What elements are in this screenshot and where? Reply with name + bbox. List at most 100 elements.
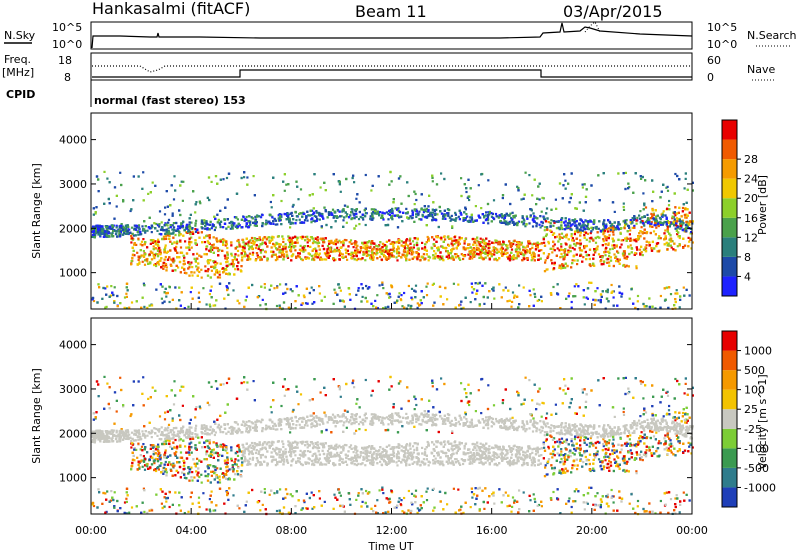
power-cell — [199, 202, 202, 205]
power-cell — [607, 242, 610, 245]
power-cell — [339, 299, 342, 303]
power-cell — [605, 223, 608, 226]
power-cell — [674, 292, 677, 295]
power-cell — [335, 238, 338, 241]
power-cell — [500, 249, 503, 252]
power-cell — [433, 238, 436, 241]
power-cell — [675, 289, 678, 292]
power-cell — [594, 241, 598, 244]
power-cell — [659, 294, 662, 298]
power-cell — [586, 232, 589, 235]
power-cell — [497, 240, 500, 243]
power-cell — [457, 283, 460, 286]
power-cell — [578, 201, 581, 204]
power-cell — [629, 237, 632, 240]
power-cell — [206, 227, 209, 230]
power-cell — [343, 238, 346, 242]
power-cell — [158, 210, 162, 213]
power-cell — [427, 237, 430, 240]
nsearch-tick-bottom: 10^0 — [707, 38, 737, 51]
power-cell — [623, 227, 626, 230]
power-cell — [684, 177, 687, 180]
power-cell — [640, 226, 643, 229]
power-cell — [155, 222, 158, 226]
power-cell — [658, 216, 661, 219]
power-cell — [421, 241, 424, 244]
power-cell — [613, 253, 616, 256]
station-title: Hankasalmi (fitACF) — [92, 0, 250, 18]
power-cell — [290, 245, 293, 249]
power-cell — [678, 236, 681, 240]
power-cell — [323, 258, 326, 261]
power-cell — [276, 223, 279, 226]
power-cell — [136, 230, 139, 233]
power-cell — [247, 244, 250, 247]
power-cell — [590, 281, 593, 284]
power-cell — [434, 257, 437, 260]
power-cell — [506, 244, 509, 247]
power-cell — [213, 228, 216, 232]
power-cell — [689, 220, 692, 223]
power-cell — [370, 258, 373, 261]
power-cell — [515, 243, 518, 246]
power-cell — [143, 220, 146, 223]
power-cell — [538, 223, 541, 226]
power-cell — [501, 216, 504, 219]
power-cell — [427, 205, 430, 208]
power-cell — [644, 220, 647, 223]
power-cell — [228, 221, 231, 225]
power-cell — [177, 266, 180, 269]
power-cell — [204, 265, 207, 268]
power-cell — [546, 256, 549, 260]
power-cell — [633, 216, 636, 219]
power-cell — [669, 293, 673, 296]
power-cell — [97, 283, 100, 286]
power-cell — [474, 254, 477, 257]
power-cell — [327, 212, 331, 215]
power-cell — [603, 260, 606, 263]
power-cell — [193, 271, 196, 274]
power-cell — [263, 255, 266, 258]
power-cell — [535, 242, 538, 245]
power-cell — [384, 250, 388, 253]
power-cell — [437, 246, 440, 249]
power-cell — [191, 266, 194, 269]
power-cell — [655, 220, 659, 223]
power-cell — [135, 300, 138, 303]
power-cell — [666, 229, 669, 232]
power-cell — [314, 256, 317, 259]
power-cell — [583, 183, 586, 186]
power-cell — [319, 186, 322, 189]
power-cell — [613, 246, 616, 249]
power-cell — [462, 306, 465, 309]
power-cell — [341, 210, 344, 213]
power-cell — [361, 295, 364, 298]
power-cell — [618, 285, 621, 288]
power-cell — [508, 214, 511, 217]
power-cell — [154, 263, 157, 266]
power-cell — [478, 304, 481, 307]
power-cell — [113, 217, 116, 220]
power-cell — [212, 243, 215, 246]
power-cell — [310, 214, 313, 217]
power-scatter — [91, 170, 694, 311]
power-cell — [352, 246, 355, 249]
power-cell — [628, 297, 631, 300]
power-cell — [666, 189, 670, 192]
power-cell — [207, 261, 210, 265]
power-cell — [143, 263, 147, 266]
power-cell — [615, 245, 618, 248]
nsky-trace — [91, 22, 693, 49]
power-cell — [598, 236, 601, 239]
power-cell — [409, 306, 412, 309]
power-cell — [453, 242, 456, 246]
power-cell — [469, 301, 472, 304]
power-cell — [189, 291, 192, 294]
power-cell — [602, 233, 605, 236]
power-cell — [676, 233, 679, 236]
power-cell — [278, 304, 281, 307]
power-cell — [226, 288, 229, 292]
power-cell — [182, 180, 185, 183]
power-cell — [687, 236, 690, 239]
power-cell — [264, 242, 267, 246]
